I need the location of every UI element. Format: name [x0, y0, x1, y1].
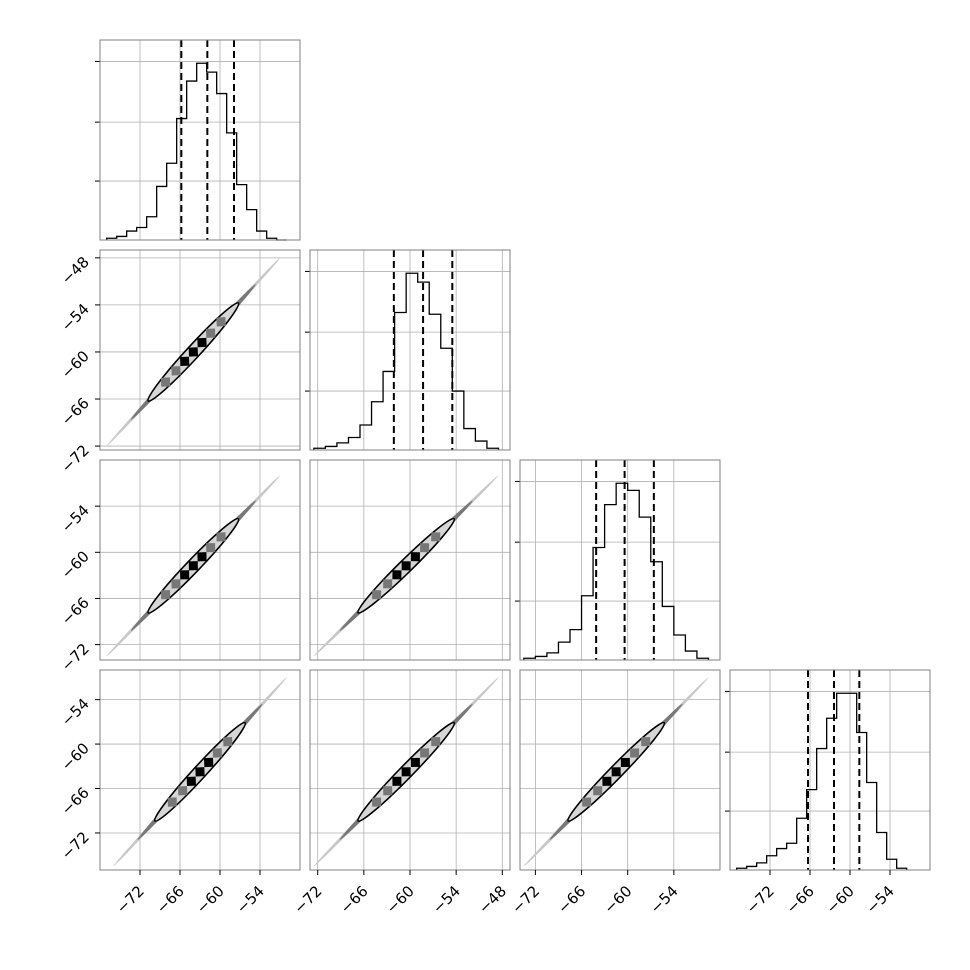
y-tick-label: −60 — [58, 347, 93, 382]
density-cell — [197, 337, 207, 348]
y-tick-label: −66 — [58, 394, 93, 429]
x-tick-label: −54 — [647, 882, 682, 917]
density-cell — [186, 776, 197, 786]
y-tick-label: −72 — [58, 828, 93, 863]
density-cell — [180, 570, 190, 580]
y-tick-label: −72 — [58, 441, 93, 476]
x-tick-label: −54 — [429, 882, 464, 917]
density-cell — [372, 797, 382, 807]
density-cell — [620, 757, 630, 767]
scatter-panel-2-1 — [309, 459, 511, 661]
scatter-panel-3-2 — [519, 669, 721, 871]
panel-frame — [99, 669, 301, 871]
density-cell — [171, 366, 181, 376]
hist-panel-3 — [725, 669, 931, 871]
y-tick-label: −60 — [58, 547, 93, 582]
density-cell — [431, 737, 441, 747]
density-cell — [420, 543, 430, 553]
scatter-panel-2-0 — [99, 459, 301, 661]
density-cell — [195, 767, 205, 777]
hist-panel-2 — [515, 459, 721, 661]
x-tick-label: −60 — [600, 882, 635, 917]
y-tick-label: −66 — [58, 784, 93, 819]
density-cell — [179, 356, 190, 367]
density-cell — [410, 757, 420, 767]
density-cell — [177, 786, 188, 796]
density-cell — [392, 570, 402, 580]
x-tick-label: −60 — [383, 882, 418, 917]
density-cell — [160, 377, 171, 387]
density-cell — [223, 736, 233, 747]
panel-frame — [519, 669, 721, 871]
density-cell — [611, 767, 621, 777]
x-tick-label: −54 — [863, 882, 898, 917]
y-tick-label: −72 — [58, 640, 93, 675]
y-tick-label: −60 — [58, 739, 93, 774]
x-tick-label: −66 — [554, 882, 589, 917]
x-tick-label: −72 — [743, 882, 778, 917]
density-cell — [206, 543, 216, 553]
hist-step — [313, 272, 500, 450]
y-tick-label: −48 — [58, 253, 93, 288]
density-cell — [401, 561, 411, 571]
x-tick-label: −60 — [193, 882, 228, 917]
panel-frame — [519, 459, 721, 661]
density-cell — [383, 579, 393, 589]
x-tick-label: −48 — [475, 882, 510, 917]
y-tick-label: −66 — [58, 594, 93, 629]
density-cell — [197, 552, 207, 562]
density-cell — [431, 532, 441, 542]
density-cell — [630, 748, 640, 758]
y-tick-label: −54 — [58, 695, 93, 730]
y-tick-label: −54 — [58, 501, 93, 536]
x-tick-label: −54 — [233, 882, 268, 917]
x-tick-label: −66 — [153, 882, 188, 917]
density-cell — [641, 737, 651, 747]
panel-frame — [729, 669, 931, 871]
x-tick-label: −60 — [823, 882, 858, 917]
y-tick-label: −54 — [58, 300, 93, 335]
scatter-panel-1-0 — [99, 249, 301, 451]
density-cell — [171, 579, 181, 589]
hist-step — [523, 482, 710, 660]
density-cell — [372, 590, 382, 600]
hist-panel-0 — [95, 39, 301, 241]
density-cell — [161, 590, 171, 600]
density-cell — [203, 757, 214, 768]
density-cell — [188, 347, 199, 357]
density-cell — [383, 786, 393, 796]
density-cell — [205, 328, 216, 338]
scatter-panel-3-1 — [309, 669, 511, 871]
hist-panel-1 — [305, 249, 511, 451]
hist-step — [736, 692, 908, 870]
density-cell — [216, 317, 226, 327]
panel-frame — [99, 249, 301, 451]
density-cell — [216, 532, 226, 542]
density-cell — [420, 748, 430, 758]
scatter-panel-3-0 — [99, 669, 301, 871]
density-cell — [582, 797, 592, 807]
density-cell — [593, 786, 603, 796]
x-tick-label: −72 — [290, 882, 325, 917]
panel-frame — [99, 459, 301, 661]
density-cell — [392, 776, 402, 786]
x-tick-label: −66 — [337, 882, 372, 917]
x-tick-label: −72 — [113, 882, 148, 917]
x-tick-label: −66 — [783, 882, 818, 917]
density-cell — [167, 797, 177, 807]
density-cell — [602, 776, 612, 786]
panel-frame — [309, 459, 511, 661]
x-tick-label: −72 — [508, 882, 543, 917]
hist-step — [106, 62, 287, 241]
density-cell — [401, 767, 411, 777]
density-cell — [212, 748, 223, 758]
panel-frame — [99, 39, 301, 241]
density-cell — [410, 552, 420, 562]
panel-frame — [309, 249, 511, 451]
density-cell — [188, 561, 198, 571]
